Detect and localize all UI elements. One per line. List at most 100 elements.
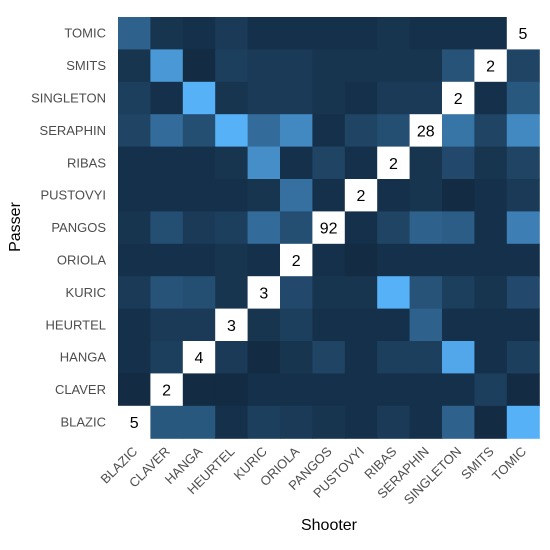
- cell-blazic-to-tomic: [506, 405, 540, 439]
- cell-hanga-to-ribas: [377, 341, 411, 374]
- cell-kuric-to-heurtel: [215, 276, 249, 310]
- y-tick-kuric: KURIC: [66, 285, 106, 300]
- cell-pustovyi-to-hanga: [182, 179, 216, 212]
- cell-seraphin-to-oriola: [280, 114, 313, 148]
- cell-blazic-to-smits: [474, 405, 508, 439]
- cell-kuric-to-pangos: [312, 276, 346, 310]
- cell-singleton-to-seraphin: [409, 81, 443, 115]
- cell-claver-to-oriola: [280, 373, 313, 407]
- cell-hanga-to-kuric: [247, 341, 281, 374]
- cell-tomic-to-heurtel: [215, 17, 249, 50]
- cell-oriola-to-kuric: [247, 243, 281, 277]
- cell-kuric-to-oriola: [280, 276, 313, 310]
- cell-seraphin-to-tomic: [506, 114, 540, 148]
- cell-ribas-to-heurtel: [215, 146, 249, 180]
- cell-singleton-to-heurtel: [215, 81, 249, 115]
- cell-pustovyi-to-kuric: [247, 179, 281, 212]
- cell-hanga-to-pangos: [312, 341, 346, 374]
- y-tick-tomic: TOMIC: [64, 26, 106, 41]
- cell-claver-to-heurtel: [215, 373, 249, 407]
- cell-claver-to-seraphin: [409, 373, 443, 407]
- cell-pustovyi-to-pustovyi: [344, 179, 378, 212]
- cell-oriola-to-ribas: [377, 243, 411, 277]
- cell-smits-to-seraphin: [409, 49, 443, 83]
- cell-hanga-to-pustovyi: [344, 341, 378, 374]
- cell-oriola-to-hanga: [182, 243, 216, 277]
- cell-smits-to-pangos: [312, 49, 346, 83]
- cell-blazic-to-claver: [150, 405, 184, 439]
- cell-blazic-to-oriola: [280, 405, 313, 439]
- cell-heurtel-to-heurtel: [215, 308, 249, 342]
- cell-smits-to-pustovyi: [344, 49, 378, 83]
- cell-ribas-to-singleton: [442, 146, 475, 180]
- cell-tomic-to-hanga: [182, 17, 216, 50]
- y-tick-oriola: ORIOLA: [57, 253, 106, 268]
- cell-oriola-to-pustovyi: [344, 243, 378, 277]
- cell-ribas-to-pustovyi: [344, 146, 378, 180]
- cell-seraphin-to-seraphin: [409, 114, 443, 148]
- diag-value-heurtel: 3: [227, 318, 236, 335]
- cell-tomic-to-singleton: [442, 17, 475, 50]
- cell-kuric-to-blazic: [118, 276, 151, 310]
- y-tick-pustovyi: PUSTOVYI: [40, 188, 106, 203]
- cell-pustovyi-to-smits: [474, 179, 508, 212]
- cell-seraphin-to-smits: [474, 114, 508, 148]
- y-tick-hanga: HANGA: [60, 350, 107, 365]
- cell-tomic-to-ribas: [377, 17, 411, 50]
- cell-kuric-to-singleton: [442, 276, 475, 310]
- cell-kuric-to-hanga: [182, 276, 216, 310]
- cell-pustovyi-to-ribas: [377, 179, 411, 212]
- cell-heurtel-to-pustovyi: [344, 308, 378, 342]
- y-tick-pangos: PANGOS: [51, 220, 106, 235]
- cell-tomic-to-tomic: [506, 17, 540, 50]
- cell-hanga-to-hanga: [182, 341, 216, 374]
- y-tick-blazic: BLAZIC: [60, 415, 106, 430]
- diag-value-hanga: 4: [195, 350, 204, 367]
- cell-hanga-to-tomic: [506, 341, 540, 374]
- cell-smits-to-claver: [150, 49, 184, 83]
- cell-oriola-to-claver: [150, 243, 184, 277]
- cell-claver-to-tomic: [506, 373, 540, 407]
- cell-pangos-to-blazic: [118, 211, 151, 245]
- cell-pangos-to-tomic: [506, 211, 540, 245]
- cell-kuric-to-seraphin: [409, 276, 443, 310]
- cell-kuric-to-smits: [474, 276, 508, 310]
- cell-pustovyi-to-pangos: [312, 179, 346, 212]
- cell-singleton-to-ribas: [377, 81, 411, 115]
- y-tick-seraphin: SERAPHIN: [40, 123, 106, 138]
- cell-pangos-to-oriola: [280, 211, 313, 245]
- cell-smits-to-hanga: [182, 49, 216, 83]
- y-tick-heurtel: HEURTEL: [46, 317, 106, 332]
- cell-seraphin-to-hanga: [182, 114, 216, 148]
- cell-hanga-to-smits: [474, 341, 508, 374]
- cell-seraphin-to-ribas: [377, 114, 411, 148]
- cell-singleton-to-oriola: [280, 81, 313, 115]
- cell-seraphin-to-kuric: [247, 114, 281, 148]
- cell-hanga-to-seraphin: [409, 341, 443, 374]
- cell-tomic-to-claver: [150, 17, 184, 50]
- cell-heurtel-to-ribas: [377, 308, 411, 342]
- cell-claver-to-smits: [474, 373, 508, 407]
- diag-value-claver: 2: [162, 383, 171, 400]
- cell-oriola-to-blazic: [118, 243, 151, 277]
- cell-pangos-to-pustovyi: [344, 211, 378, 245]
- y-tick-claver: CLAVER: [55, 382, 106, 397]
- cell-claver-to-ribas: [377, 373, 411, 407]
- cell-singleton-to-singleton: [442, 81, 475, 115]
- cell-ribas-to-blazic: [118, 146, 151, 180]
- diag-value-oriola: 2: [292, 253, 301, 270]
- y-axis-title: Passer: [7, 201, 24, 251]
- cell-smits-to-oriola: [280, 49, 313, 83]
- cell-pangos-to-claver: [150, 211, 184, 245]
- cell-tomic-to-pangos: [312, 17, 346, 50]
- cell-pangos-to-pangos: [312, 211, 346, 245]
- cell-blazic-to-seraphin: [409, 405, 443, 439]
- cell-ribas-to-smits: [474, 146, 508, 180]
- cell-kuric-to-tomic: [506, 276, 540, 310]
- cell-oriola-to-seraphin: [409, 243, 443, 277]
- cell-hanga-to-oriola: [280, 341, 313, 374]
- cell-singleton-to-claver: [150, 81, 184, 115]
- cell-claver-to-hanga: [182, 373, 216, 407]
- cell-ribas-to-ribas: [377, 146, 411, 180]
- diag-value-pustovyi: 2: [357, 188, 366, 205]
